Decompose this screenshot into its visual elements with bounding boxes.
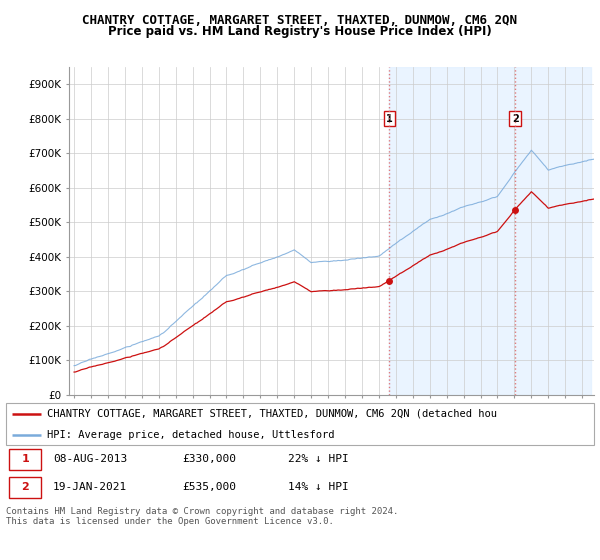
Text: 2: 2 xyxy=(512,114,518,124)
Text: Contains HM Land Registry data © Crown copyright and database right 2024.
This d: Contains HM Land Registry data © Crown c… xyxy=(6,507,398,526)
Text: 08-AUG-2013: 08-AUG-2013 xyxy=(53,454,127,464)
Text: CHANTRY COTTAGE, MARGARET STREET, THAXTED, DUNMOW, CM6 2QN: CHANTRY COTTAGE, MARGARET STREET, THAXTE… xyxy=(83,14,517,27)
Text: 1: 1 xyxy=(21,454,29,464)
Text: HPI: Average price, detached house, Uttlesford: HPI: Average price, detached house, Uttl… xyxy=(47,430,335,440)
Text: 2: 2 xyxy=(21,482,29,492)
Text: £535,000: £535,000 xyxy=(182,482,236,492)
Text: 19-JAN-2021: 19-JAN-2021 xyxy=(53,482,127,492)
Bar xyxy=(389,67,590,395)
Text: Price paid vs. HM Land Registry's House Price Index (HPI): Price paid vs. HM Land Registry's House … xyxy=(108,25,492,38)
FancyBboxPatch shape xyxy=(9,477,41,498)
FancyBboxPatch shape xyxy=(9,449,41,470)
FancyBboxPatch shape xyxy=(6,403,594,445)
Text: 1: 1 xyxy=(386,114,393,124)
Text: 22% ↓ HPI: 22% ↓ HPI xyxy=(288,454,349,464)
Text: £330,000: £330,000 xyxy=(182,454,236,464)
Text: CHANTRY COTTAGE, MARGARET STREET, THAXTED, DUNMOW, CM6 2QN (detached hou: CHANTRY COTTAGE, MARGARET STREET, THAXTE… xyxy=(47,409,497,419)
Text: 14% ↓ HPI: 14% ↓ HPI xyxy=(288,482,349,492)
